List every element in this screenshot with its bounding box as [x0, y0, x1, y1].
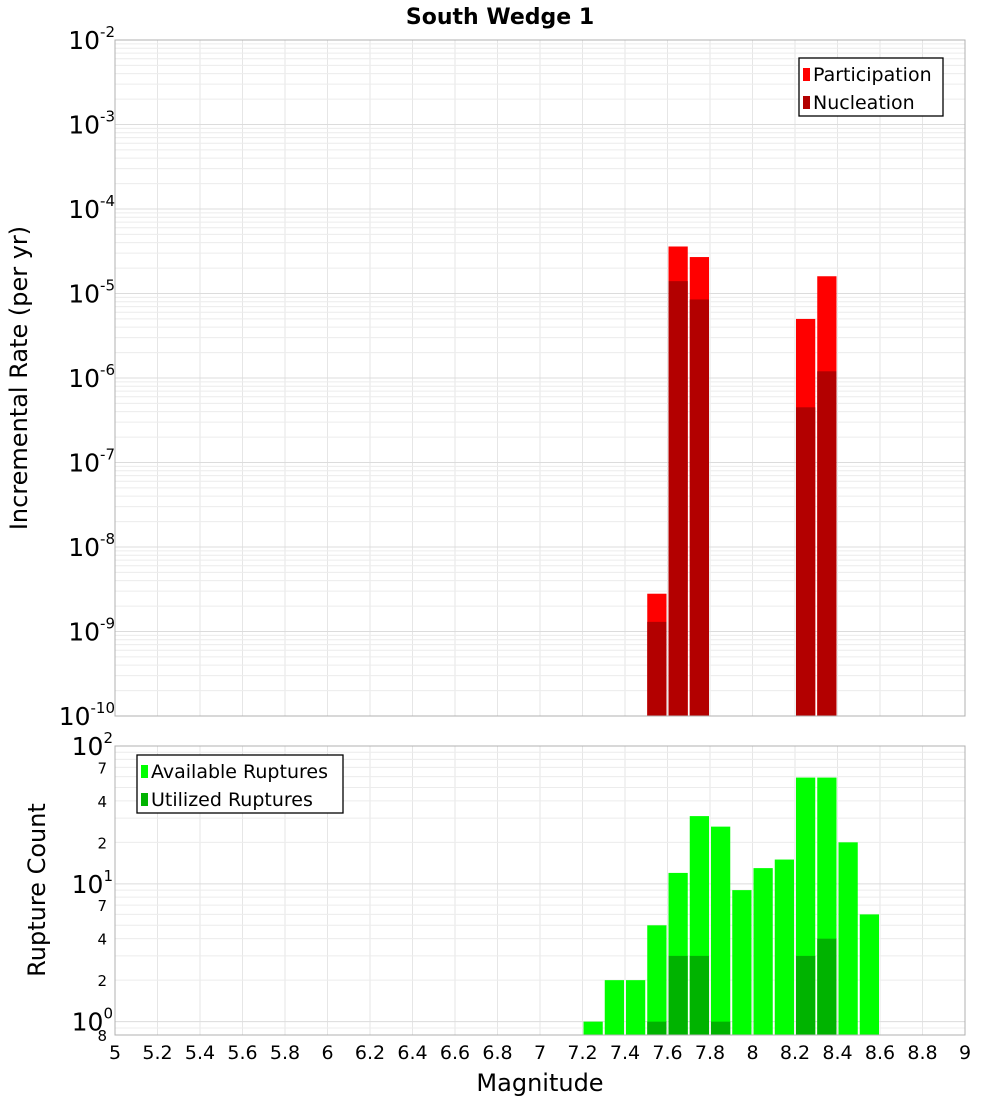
nucleation-bar	[817, 371, 837, 716]
legend-label: Utilized Ruptures	[151, 789, 313, 811]
nucleation-bar	[689, 299, 709, 716]
bottom-y-axis-title: Rupture Count	[23, 803, 51, 977]
x-tick-label: 6	[321, 1042, 333, 1064]
nucleation-bar	[796, 407, 816, 716]
top-y-tick-label: 10-4	[68, 192, 115, 224]
top-y-tick-label: 10-6	[68, 361, 115, 393]
x-tick-label: 7.2	[567, 1042, 597, 1064]
x-tick-label: 6.4	[397, 1042, 427, 1064]
utilized-ruptures-bar	[796, 955, 816, 1035]
x-tick-label: 5	[109, 1042, 121, 1064]
x-tick-label: 8.8	[907, 1042, 937, 1064]
bottom-y-tick-label: 7	[97, 897, 107, 915]
available-ruptures-bar	[626, 980, 646, 1035]
x-tick-label: 7.6	[652, 1042, 682, 1064]
available-ruptures-bar	[753, 868, 773, 1035]
x-tick-label: 8.4	[822, 1042, 852, 1064]
x-tick-label: 7	[534, 1042, 546, 1064]
x-tick-label: 5.6	[227, 1042, 257, 1064]
x-tick-label: 5.4	[185, 1042, 215, 1064]
x-tick-label: 8	[746, 1042, 758, 1064]
legend-label: Participation	[813, 64, 932, 86]
utilized-ruptures-bar	[817, 938, 837, 1035]
utilized-ruptures-bar	[711, 1021, 731, 1035]
x-tick-label: 9	[959, 1042, 971, 1064]
utilized-ruptures-bar	[647, 1021, 667, 1035]
utilized-ruptures-bar	[689, 955, 709, 1035]
x-tick-label: 5.2	[142, 1042, 172, 1064]
top-bars	[647, 246, 837, 716]
available-ruptures-bar	[711, 826, 731, 1035]
available-ruptures-bar	[774, 859, 794, 1035]
bottom-y-tick-label: 4	[97, 931, 107, 949]
x-tick-label: 8.6	[865, 1042, 895, 1064]
available-ruptures-bar	[604, 980, 624, 1035]
utilized-ruptures-bar	[668, 955, 688, 1035]
top-rate-panel: 10-2 10-3 10-4 10-5 10-6 10-7 10-8 10-9 10-10 Par…	[59, 23, 966, 731]
plot-frame	[114, 745, 966, 1036]
plot-frame	[114, 39, 966, 717]
chart-title: South Wedge 1	[406, 5, 594, 30]
legend-swatch	[141, 793, 148, 806]
available-ruptures-bar	[583, 1021, 603, 1035]
x-tick-label: 5.8	[270, 1042, 300, 1064]
top-y-tick-label: 10-5	[68, 277, 115, 309]
nucleation-bar	[647, 621, 667, 716]
x-tick-label: 6.2	[355, 1042, 385, 1064]
top-y-tick-label: 10-9	[68, 615, 115, 647]
top-y-tick-label: 10-7	[68, 446, 115, 478]
available-ruptures-bar	[647, 925, 667, 1035]
top-y-tick-label: 10-10	[59, 699, 115, 731]
x-tick-label: 8.2	[780, 1042, 810, 1064]
top-y-tick-label: 10-3	[68, 108, 115, 140]
bottom-bars	[583, 777, 879, 1035]
bottom-y-tick-label: 4	[97, 793, 107, 811]
available-ruptures-bar	[838, 842, 858, 1035]
available-ruptures-bar	[859, 914, 879, 1035]
bottom-y-tick-label: 102	[72, 729, 113, 761]
x-axis-title: Magnitude	[476, 1069, 603, 1097]
legend-swatch	[141, 765, 148, 778]
top-y-axis-title: Incremental Rate (per yr)	[5, 226, 33, 530]
legend-label: Nucleation	[813, 92, 915, 114]
legend-swatch	[803, 68, 810, 81]
legend-box	[798, 57, 944, 117]
bottom-y-tick-label: 2	[97, 834, 107, 852]
bottom-y-tick-label: 2	[97, 972, 107, 990]
bottom-y-tick-label: 7	[97, 759, 107, 777]
x-tick-label: 7.4	[610, 1042, 640, 1064]
nucleation-bar	[668, 281, 688, 716]
bottom-y-tick-label: 8	[97, 1027, 107, 1045]
top-y-tick-label: 10-2	[68, 23, 115, 55]
legend-box	[136, 754, 344, 814]
x-tick-label: 7.8	[695, 1042, 725, 1064]
bottom-y-tick-label: 101	[72, 867, 113, 899]
x-tick-label: 6.6	[440, 1042, 470, 1064]
x-tick-label: 6.8	[482, 1042, 512, 1064]
legend-swatch	[803, 96, 810, 109]
top-y-tick-label: 10-8	[68, 530, 115, 562]
available-ruptures-bar	[732, 890, 752, 1035]
legend-label: Available Ruptures	[151, 761, 328, 783]
bottom-y-tick-label: 100	[72, 1005, 113, 1037]
